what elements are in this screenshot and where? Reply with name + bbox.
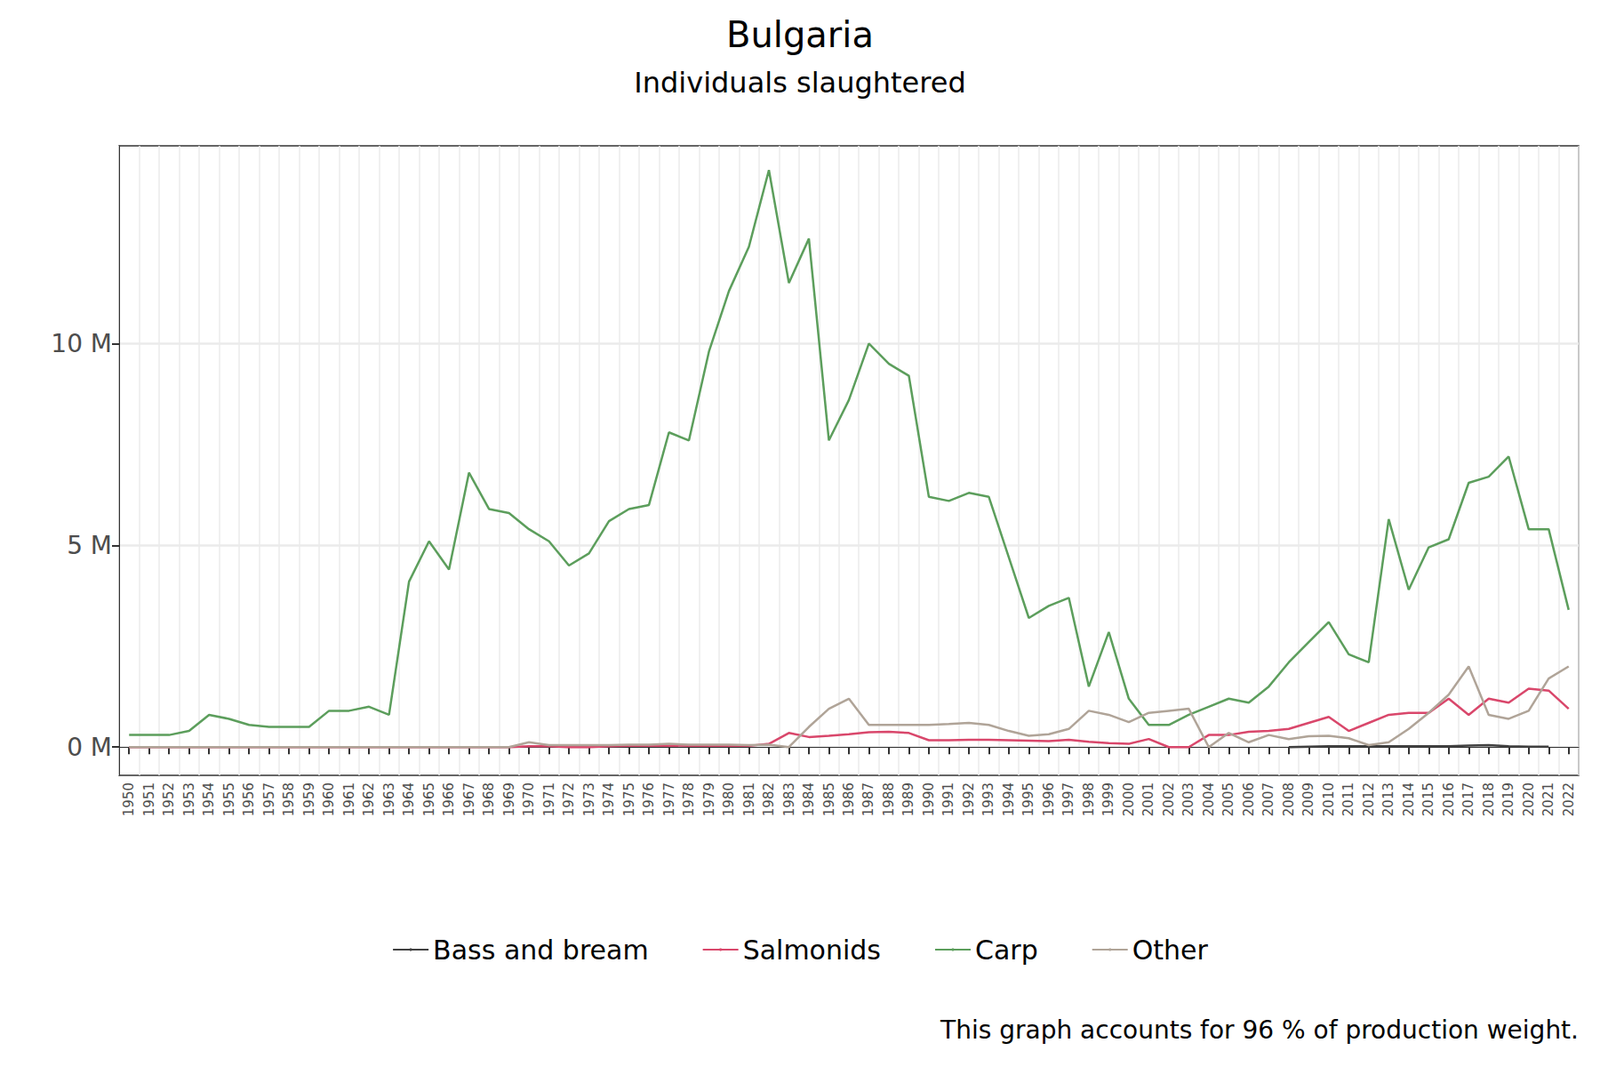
svg-text:1970: 1970 [520,782,537,816]
svg-text:Other: Other [1132,934,1209,966]
svg-text:2021: 2021 [1540,782,1557,816]
svg-text:0 M: 0 M [66,732,112,762]
svg-text:1959: 1959 [301,782,318,816]
svg-text:2011: 2011 [1340,782,1357,816]
svg-text:1953: 1953 [181,782,198,816]
svg-text:Bulgaria: Bulgaria [726,14,874,56]
svg-text:1996: 1996 [1040,782,1057,816]
svg-text:1977: 1977 [661,782,678,816]
svg-text:1994: 1994 [1000,782,1017,816]
svg-text:1956: 1956 [240,782,257,816]
svg-text:This graph accounts for 96 % o: This graph accounts for 96 % of producti… [939,1015,1579,1045]
svg-text:1965: 1965 [421,782,438,816]
svg-text:2018: 2018 [1480,782,1497,816]
svg-text:2001: 2001 [1140,782,1157,816]
svg-text:1954: 1954 [200,782,217,816]
svg-text:2015: 2015 [1420,782,1437,816]
svg-text:1958: 1958 [280,782,297,816]
svg-text:1961: 1961 [341,782,358,816]
svg-text:1986: 1986 [840,782,857,816]
svg-text:2017: 2017 [1460,782,1477,816]
svg-text:1962: 1962 [360,782,377,816]
svg-text:2012: 2012 [1360,782,1377,816]
svg-text:2003: 2003 [1180,782,1197,816]
svg-text:1968: 1968 [480,782,497,816]
svg-text:1985: 1985 [821,782,838,816]
svg-text:1983: 1983 [781,782,798,816]
svg-text:1978: 1978 [680,782,697,816]
svg-text:5 M: 5 M [66,530,112,560]
svg-text:1989: 1989 [900,782,917,816]
svg-text:2020: 2020 [1520,782,1537,816]
svg-text:1984: 1984 [800,782,817,816]
svg-text:2002: 2002 [1160,782,1177,816]
svg-text:1966: 1966 [440,782,457,816]
svg-text:2014: 2014 [1400,782,1417,816]
svg-text:1964: 1964 [400,782,417,816]
svg-text:1987: 1987 [860,782,877,816]
svg-text:1979: 1979 [701,782,718,816]
svg-text:1952: 1952 [160,782,177,816]
svg-text:1990: 1990 [920,782,937,816]
svg-text:10 M: 10 M [50,328,112,359]
svg-text:1997: 1997 [1060,782,1077,816]
svg-text:1973: 1973 [581,782,598,816]
svg-text:1951: 1951 [141,782,158,816]
svg-text:1976: 1976 [640,782,657,816]
svg-text:2009: 2009 [1300,782,1317,816]
svg-text:1957: 1957 [261,782,278,816]
svg-text:2007: 2007 [1260,782,1277,816]
svg-text:1972: 1972 [560,782,577,816]
svg-text:1967: 1967 [461,782,478,816]
svg-text:1982: 1982 [760,782,777,816]
svg-text:2010: 2010 [1320,782,1337,816]
svg-text:1993: 1993 [980,782,997,816]
svg-text:2000: 2000 [1120,782,1137,816]
svg-text:2013: 2013 [1380,782,1397,816]
svg-text:Carp: Carp [975,934,1039,966]
svg-text:Salmonids: Salmonids [743,934,881,966]
svg-text:2006: 2006 [1240,782,1257,816]
svg-text:2005: 2005 [1220,782,1237,816]
svg-text:Individuals slaughtered: Individuals slaughtered [633,65,966,100]
svg-text:1998: 1998 [1080,782,1097,816]
svg-text:2004: 2004 [1200,782,1217,816]
svg-text:2022: 2022 [1560,782,1577,816]
svg-text:2008: 2008 [1280,782,1297,816]
svg-text:1955: 1955 [221,782,238,816]
svg-text:1974: 1974 [600,782,617,816]
svg-text:1960: 1960 [320,782,337,816]
svg-text:1980: 1980 [720,782,737,816]
svg-text:2016: 2016 [1440,782,1457,816]
svg-text:1969: 1969 [501,782,518,816]
svg-text:1995: 1995 [1020,782,1037,816]
svg-text:1991: 1991 [940,782,957,816]
svg-text:1975: 1975 [621,782,638,816]
svg-text:1992: 1992 [960,782,977,816]
svg-text:1981: 1981 [741,782,758,816]
svg-text:1950: 1950 [120,782,137,816]
svg-text:1971: 1971 [541,782,558,816]
svg-text:1999: 1999 [1100,782,1117,816]
svg-text:2019: 2019 [1500,782,1517,816]
svg-text:1963: 1963 [381,782,398,816]
svg-text:Bass and bream: Bass and bream [432,934,649,966]
svg-text:1988: 1988 [880,782,897,816]
